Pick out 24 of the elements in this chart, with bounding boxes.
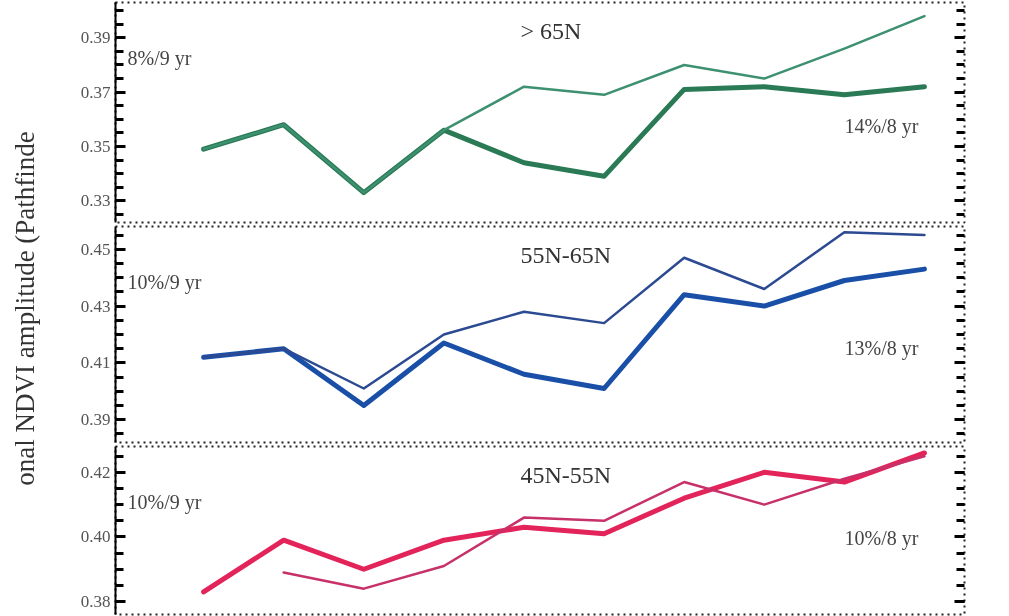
text: > 65N — [520, 17, 582, 44]
y-tick-label: 0.41 — [80, 353, 111, 373]
annotation: 10%/9 yr — [127, 490, 202, 514]
y-tick-label: 0.40 — [80, 527, 111, 547]
y-tick-label: 0.39 — [80, 28, 111, 48]
annotation: 10%/9 yr — [127, 270, 202, 294]
line-series — [202, 230, 926, 390]
y-tick-label: 0.39 — [80, 410, 111, 430]
text: 55N-65N — [520, 241, 612, 268]
y-tick-label: 0.42 — [80, 462, 111, 482]
line-series — [282, 454, 926, 590]
y-tick-label: 0.38 — [80, 592, 111, 612]
y-axis-title: onal NDVI amplitude (Pathfinde — [10, 131, 41, 486]
annotation: 13%/8 yr — [844, 336, 919, 360]
line-series — [202, 14, 926, 194]
annotation: 8%/9 yr — [127, 46, 192, 70]
y-tick-label: 0.35 — [80, 136, 111, 156]
y-tick-label: 0.33 — [80, 191, 111, 211]
annotation: 10%/8 yr — [844, 527, 919, 551]
annotation: 14%/8 yr — [844, 115, 919, 139]
y-tick-label: 0.37 — [80, 82, 111, 102]
y-tick-label: 0.43 — [80, 296, 111, 316]
text: 45N-55N — [520, 461, 612, 488]
y-tick-label: 0.45 — [80, 239, 111, 259]
